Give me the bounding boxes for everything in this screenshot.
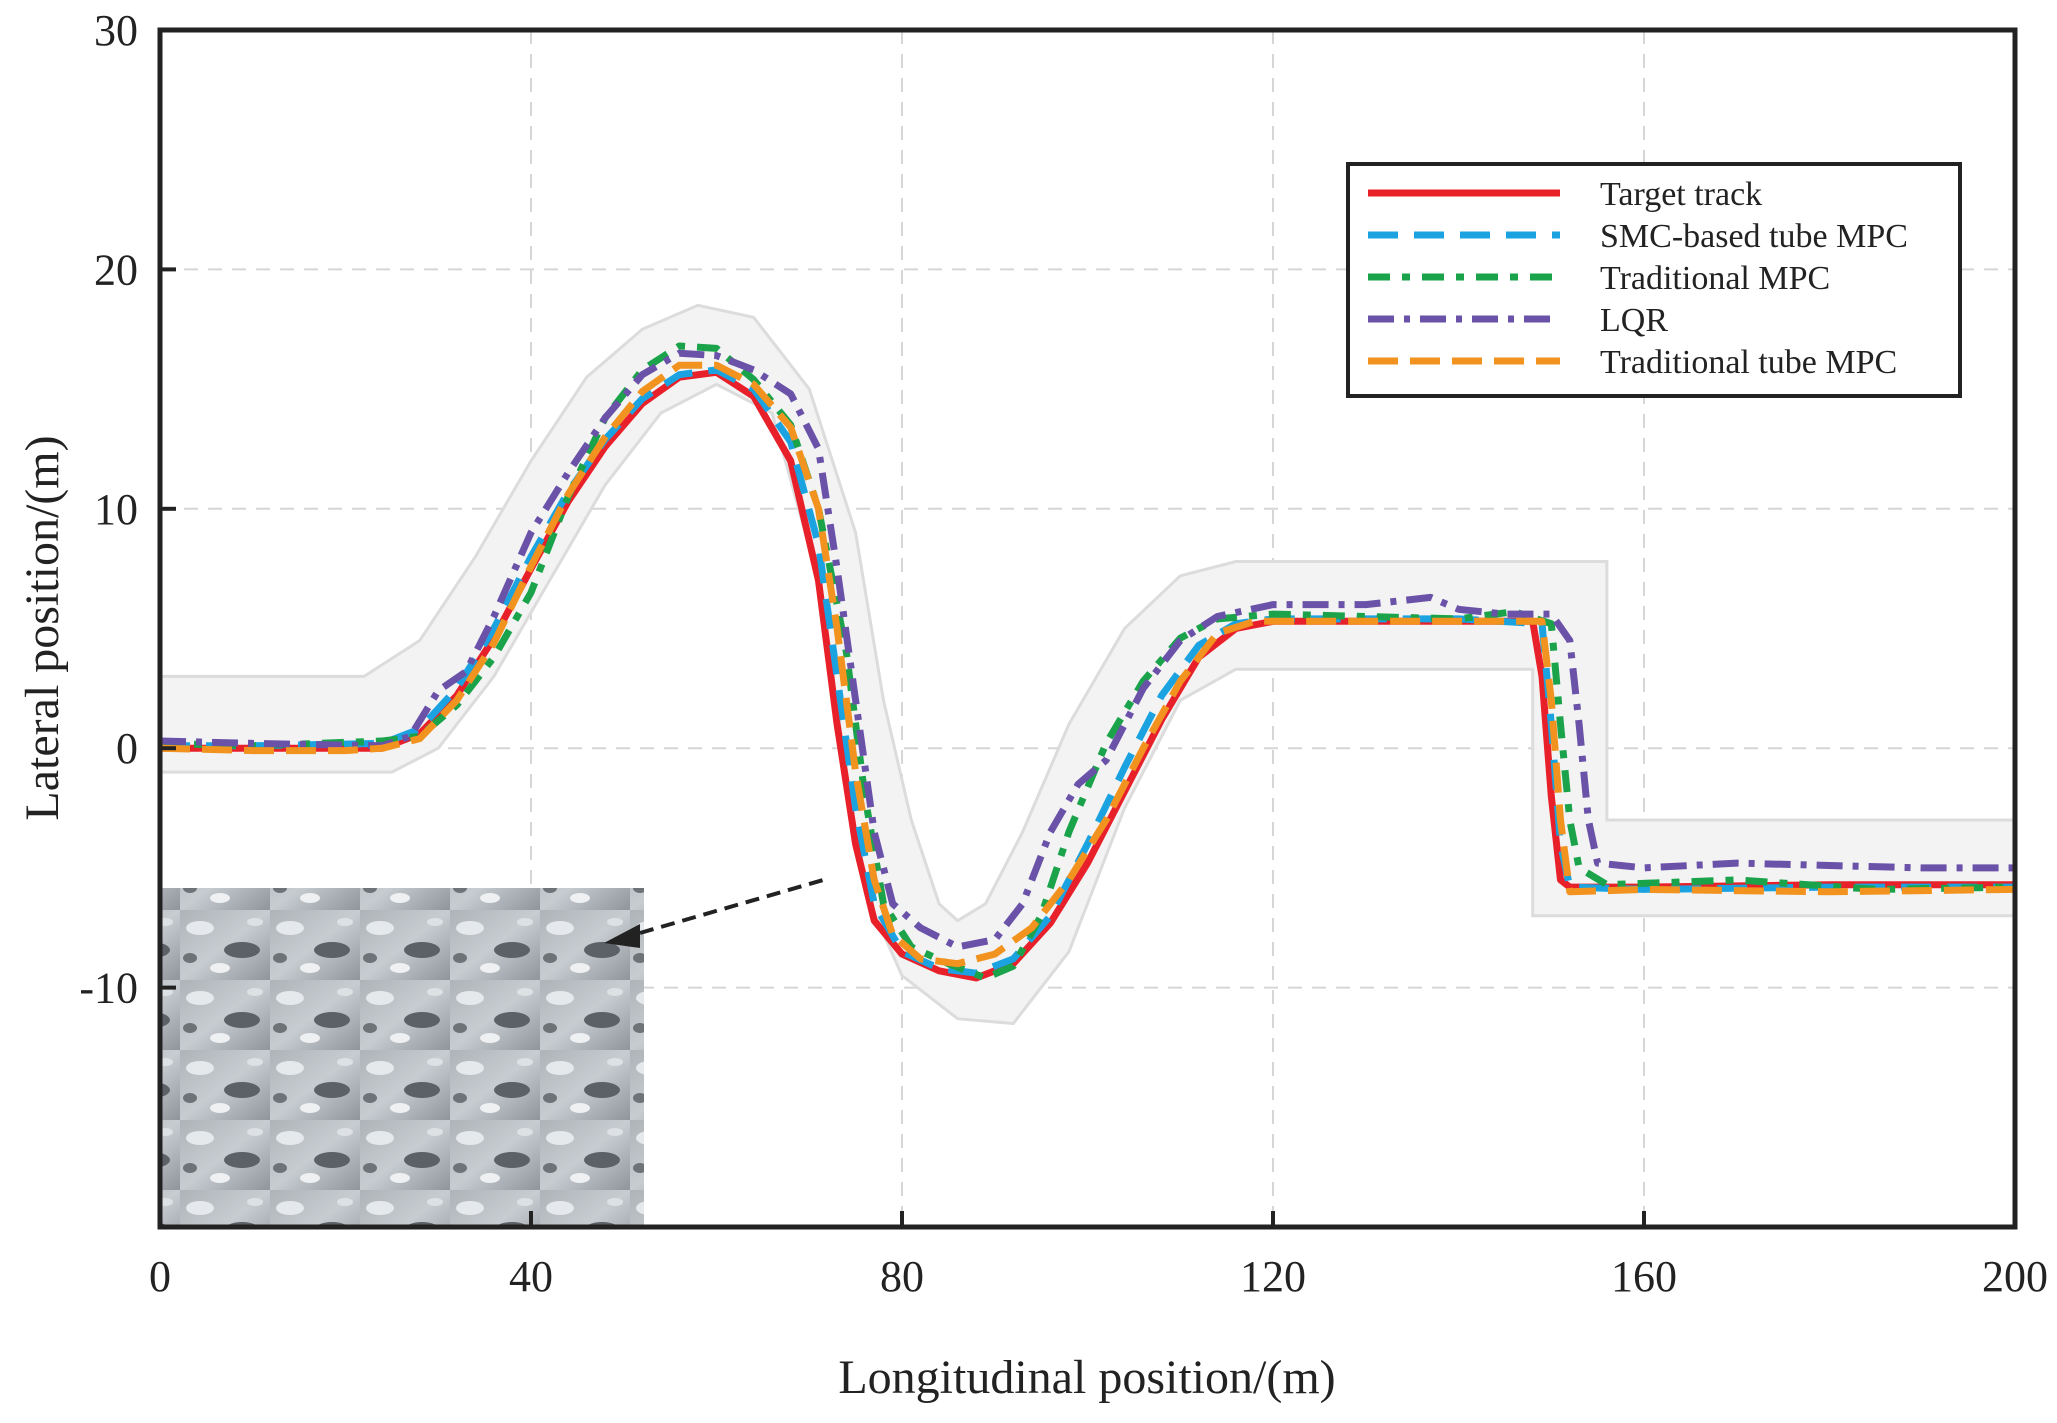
- legend: Target track SMC-based tube MPC Traditiona…: [1346, 162, 1962, 398]
- y-axis-title: Lateral position/(m): [16, 435, 69, 820]
- y-tick-label: 0: [116, 724, 138, 773]
- series-group: [160, 342, 2015, 982]
- inset-pointer-arrow-icon: [604, 924, 640, 948]
- inset-photo: [162, 876, 831, 1225]
- y-tick-label: -10: [79, 964, 138, 1013]
- x-tick-label: 0: [149, 1252, 171, 1301]
- legend-label-1: SMC-based tube MPC: [1600, 218, 1908, 255]
- legend-label-2: Traditional MPC: [1600, 260, 1830, 297]
- road-corridor-area: [160, 303, 2015, 1026]
- legend-label-0: Target track: [1600, 176, 1762, 213]
- y-tick-label: 20: [94, 245, 138, 294]
- x-tick-label: 200: [1982, 1252, 2048, 1301]
- legend-box: [1346, 162, 1962, 398]
- road-corridor: [160, 303, 2015, 1026]
- x-tick-label: 160: [1611, 1252, 1677, 1301]
- icy-road-photo: [162, 888, 644, 1225]
- x-tick-label: 40: [509, 1252, 553, 1301]
- axis-ticks: [158, 28, 2017, 1227]
- legend-label-3: LQR: [1600, 302, 1668, 339]
- plot-frame: [157, 27, 2018, 1230]
- y-tick-labels: -10 0 10 20 30: [79, 6, 138, 1013]
- x-tick-labels: 0 40 80 120 160 200: [149, 1252, 2048, 1301]
- y-tick-label: 10: [94, 485, 138, 534]
- legend-label-4: Traditional tube MPC: [1600, 344, 1897, 381]
- x-tick-label: 120: [1240, 1252, 1306, 1301]
- y-tick-label: 30: [94, 6, 138, 55]
- inset-pointer-line: [639, 876, 831, 935]
- series-line-2: [160, 342, 2015, 982]
- x-axis-title: Longitudinal position/(m): [838, 1351, 1335, 1404]
- x-tick-label: 80: [880, 1252, 924, 1301]
